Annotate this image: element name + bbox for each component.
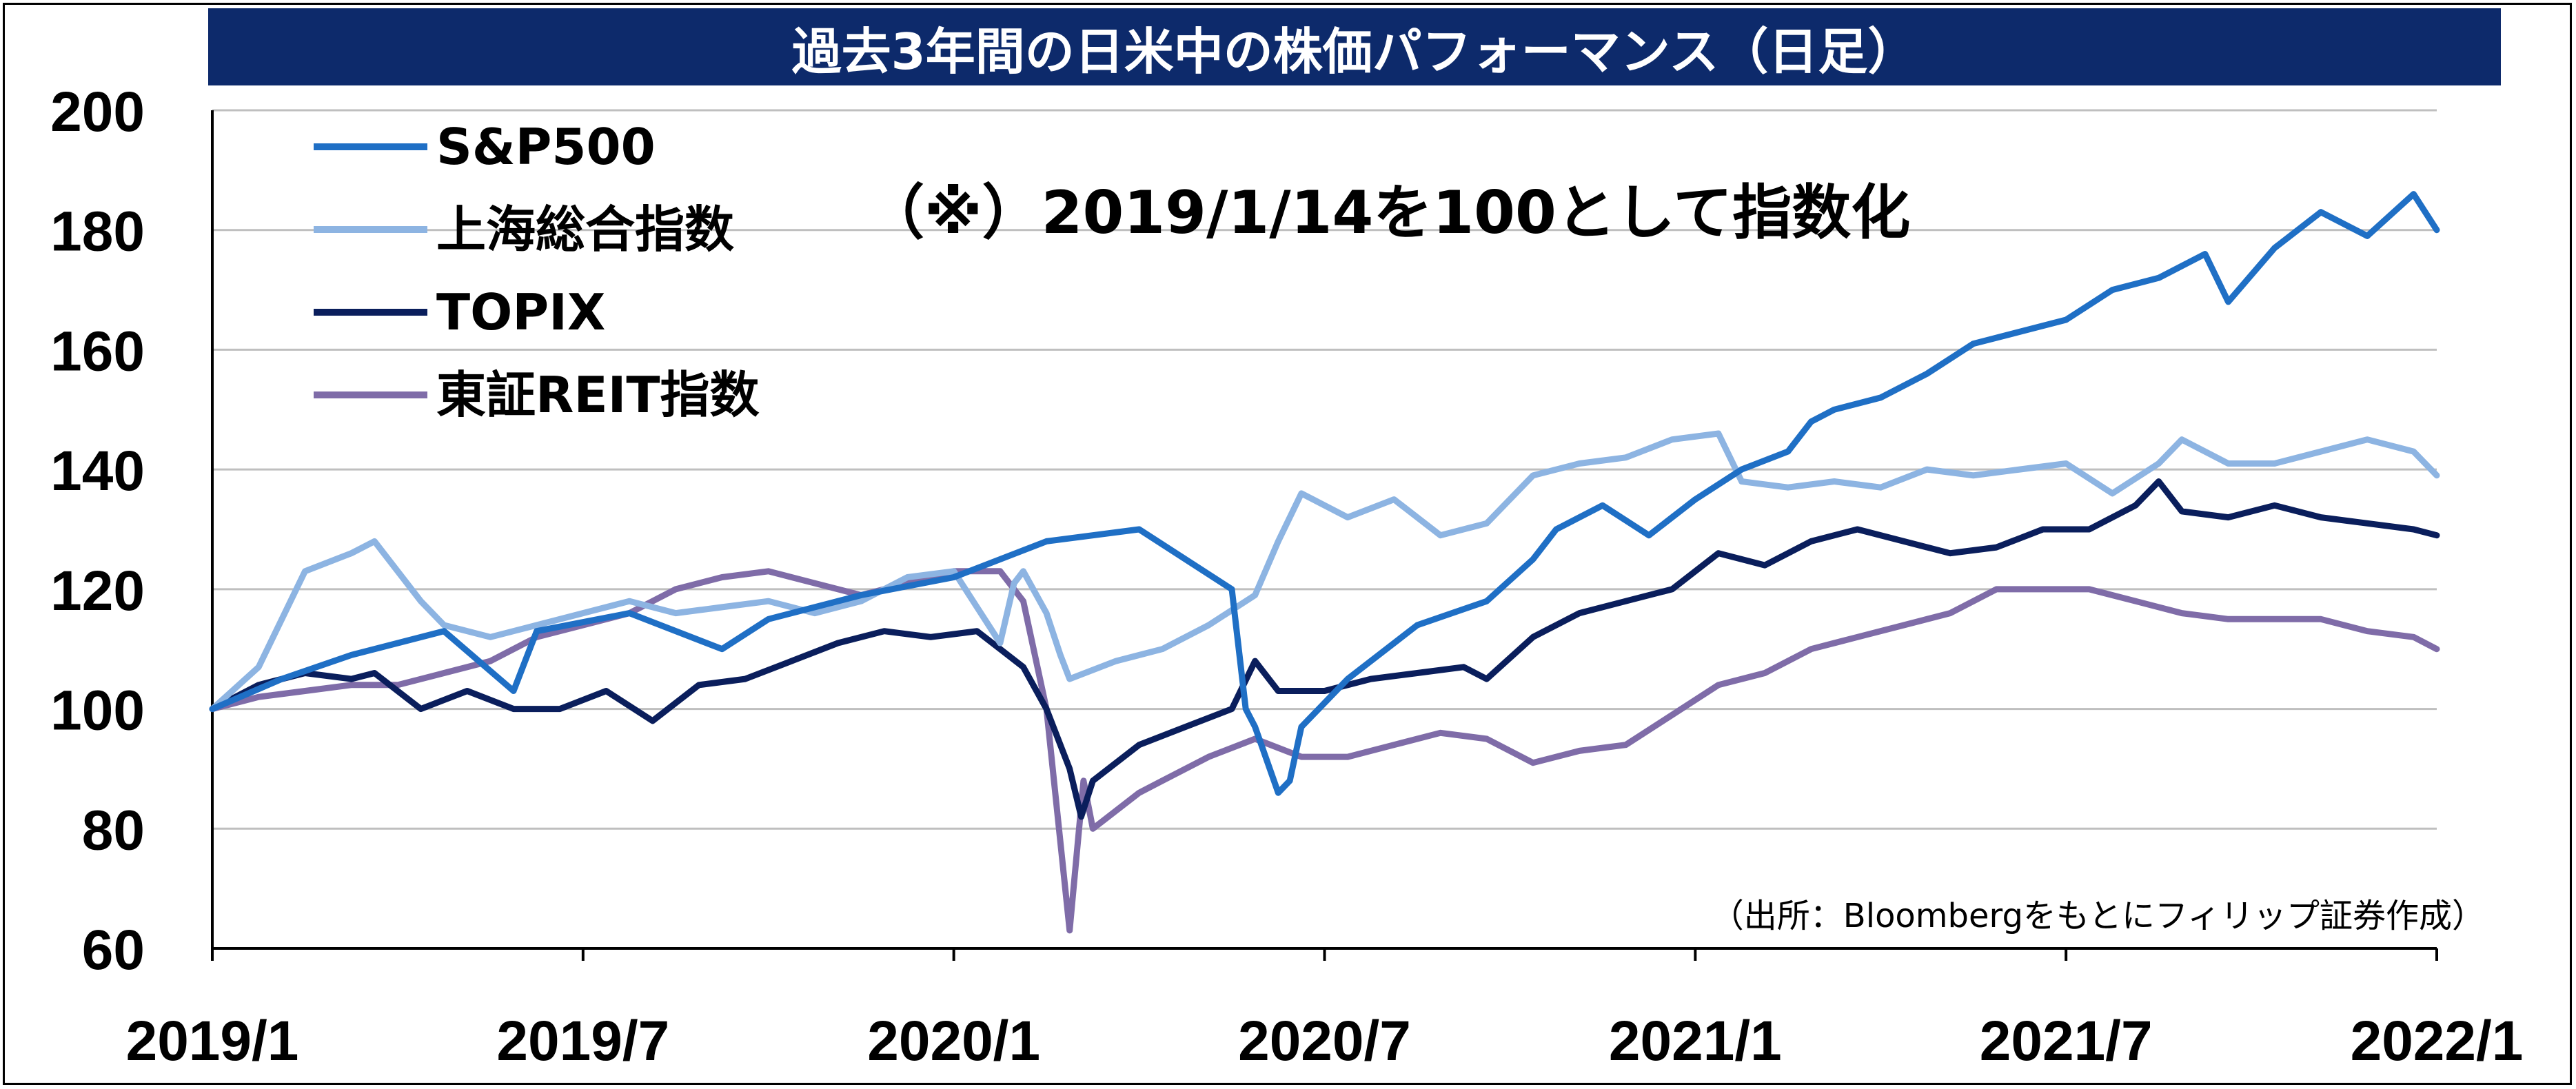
series-line <box>209 478 2440 820</box>
chart-title: 過去3年間の日米中の株価パフォーマンス（日足） <box>208 8 2501 85</box>
series-line <box>209 430 2440 713</box>
x-tick-label: 2021/1 <box>1609 1010 1782 1072</box>
y-axis-ticks: 200 180 160 140 120 100 80 60 <box>50 81 145 981</box>
y-tick-label: 160 <box>50 320 145 383</box>
x-axis-ticks: 2019/1 2019/7 2020/1 2020/7 2021/1 2021/7 2022… <box>126 948 2524 1072</box>
y-tick-label: 140 <box>50 440 145 502</box>
series-lines <box>209 191 2440 934</box>
y-tick-label: 60 <box>82 919 145 981</box>
y-tick-label: 180 <box>50 201 145 263</box>
x-tick-label: 2021/7 <box>1980 1010 2153 1072</box>
legend-label: 上海総合指数 <box>436 201 734 258</box>
source-note: （出所：Bloombergをもとにフィリップ証券作成） <box>1711 897 2485 935</box>
index-note: （※）2019/1/14を100として指数化 <box>865 179 1910 247</box>
y-tick-label: 200 <box>50 81 145 143</box>
legend-label: S&P500 <box>436 118 656 176</box>
y-tick-label: 80 <box>82 799 145 862</box>
y-tick-label: 120 <box>50 560 145 622</box>
x-tick-label: 2020/7 <box>1238 1010 1411 1072</box>
x-tick-label: 2019/1 <box>126 1010 299 1072</box>
legend: S&P500 上海総合指数 TOPIX 東証REIT指数 <box>314 118 760 424</box>
y-tick-label: 100 <box>50 680 145 742</box>
chart-frame <box>3 3 2572 1085</box>
series-line <box>209 191 2440 796</box>
x-tick-label: 2019/7 <box>496 1010 669 1072</box>
legend-label: TOPIX <box>436 283 605 341</box>
x-tick-label: 2022/1 <box>2351 1010 2524 1072</box>
legend-label: 東証REIT指数 <box>436 366 760 424</box>
x-tick-label: 2020/1 <box>867 1010 1040 1072</box>
